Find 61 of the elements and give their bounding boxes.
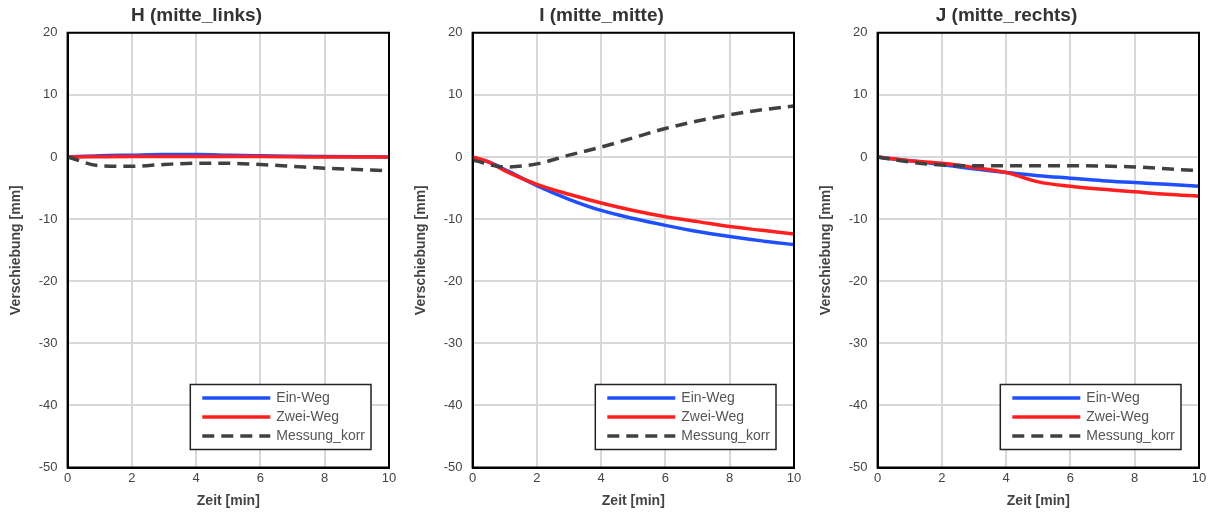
y-tick-label: 10	[43, 86, 58, 102]
y-tick-label: 10	[853, 86, 868, 102]
legend-label: Messung_korr	[1086, 426, 1176, 443]
x-tick-label: 0	[63, 469, 72, 485]
x-axis-title: Zeit [min]	[196, 492, 260, 509]
x-tick-label: 10	[381, 469, 397, 485]
y-tick-label: -30	[38, 334, 58, 350]
x-tick-label: 0	[468, 469, 477, 485]
y-tick-label: 0	[860, 148, 868, 164]
y-tick-label: -20	[443, 272, 463, 288]
x-tick-label: 4	[192, 469, 200, 485]
x-tick-label: 8	[321, 469, 329, 485]
x-tick-label: 6	[256, 469, 265, 485]
legend-label: Ein-Weg	[1086, 388, 1140, 405]
legend-label: Messung_korr	[681, 426, 771, 443]
x-axis-title: Zeit [min]	[1006, 492, 1070, 509]
x-tick-label: 2	[938, 469, 946, 485]
legend-label: Zwei-Weg	[1086, 407, 1150, 424]
x-tick-label: 4	[597, 469, 605, 485]
y-tick-label: 20	[43, 24, 58, 40]
x-tick-label: 4	[1002, 469, 1010, 485]
x-tick-label: 6	[1066, 469, 1075, 485]
y-tick-label: -10	[38, 210, 58, 226]
y-tick-label: -10	[848, 210, 868, 226]
x-tick-label: 8	[726, 469, 734, 485]
y-tick-label: 10	[448, 86, 463, 102]
chart-title: H (mitte_links)	[131, 3, 262, 25]
y-tick-label: 0	[455, 148, 463, 164]
chart-title: I (mitte_mitte)	[539, 3, 664, 25]
legend-label: Messung_korr	[276, 426, 366, 443]
y-tick-label: -50	[848, 459, 868, 475]
line-series	[472, 104, 794, 169]
y-tick-label: 20	[853, 24, 868, 40]
x-tick-label: 0	[873, 469, 882, 485]
x-tick-label: 10	[786, 469, 802, 485]
y-tick-label: 20	[448, 24, 463, 40]
y-tick-label: -40	[443, 397, 463, 413]
legend-label: Ein-Weg	[276, 388, 330, 405]
x-tick-label: 2	[128, 469, 136, 485]
y-tick-label: 0	[50, 148, 58, 164]
y-tick-label: -50	[38, 459, 58, 475]
y-axis-title: Verschiebung [mm]	[817, 185, 834, 316]
x-tick-label: 2	[533, 469, 541, 485]
chart-title: J (mitte_rechts)	[935, 3, 1078, 25]
y-tick-label: -40	[38, 397, 58, 413]
y-tick-label: -40	[848, 397, 868, 413]
y-tick-label: -20	[848, 272, 868, 288]
y-axis-title: Verschiebung [mm]	[7, 185, 24, 316]
legend-label: Zwei-Weg	[276, 407, 340, 424]
x-axis-title: Zeit [min]	[601, 492, 665, 509]
x-tick-label: 6	[661, 469, 670, 485]
x-tick-label: 10	[1191, 469, 1207, 485]
legend-label: Zwei-Weg	[681, 407, 745, 424]
y-tick-label: -30	[848, 334, 868, 350]
y-tick-label: -30	[443, 334, 463, 350]
x-tick-label: 8	[1131, 469, 1139, 485]
y-tick-label: -20	[38, 272, 58, 288]
y-tick-label: -50	[443, 459, 463, 475]
legend-label: Ein-Weg	[681, 388, 735, 405]
y-tick-label: -10	[443, 210, 463, 226]
y-axis-title: Verschiebung [mm]	[412, 185, 429, 316]
